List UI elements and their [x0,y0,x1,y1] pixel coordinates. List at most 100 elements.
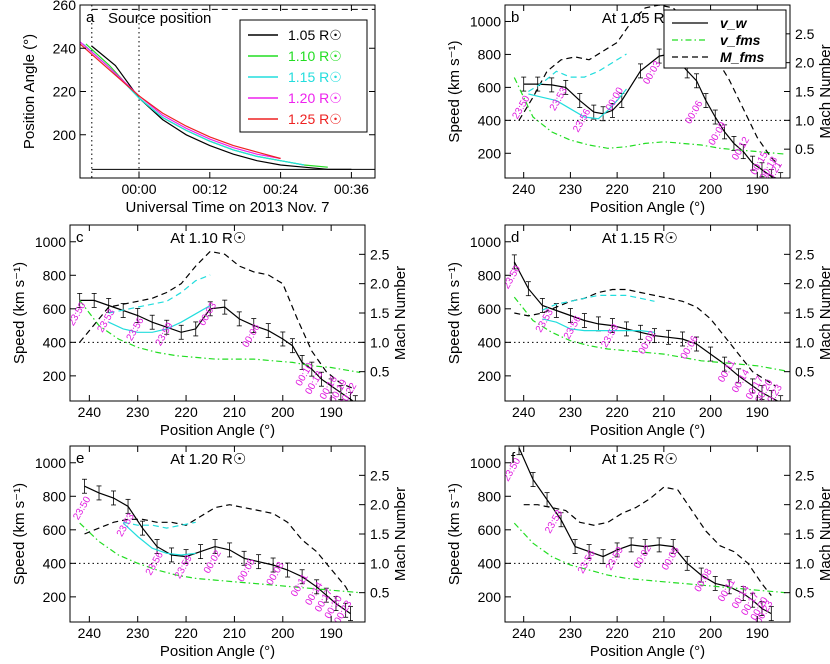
y2-tick-label: 1.0 [795,555,815,571]
y2-tick-label: 2.0 [795,276,815,292]
series-line-1 [122,522,196,556]
y2-tick-label: 1.0 [370,555,390,571]
y2-tick-label: 0.5 [795,585,815,601]
y2-tick-label: 1.0 [795,112,815,128]
y2-tick-label: 2.5 [370,467,390,483]
x-axis-label: Universal Time on 2013 Nov. 7 [126,199,330,216]
x-tick-label: 200 [699,404,723,420]
y2-tick-label: 1.5 [795,305,815,321]
y-axis-label: Speed (km s⁻¹) [11,483,28,585]
y2-tick-label: 2.5 [795,467,815,483]
y-tick-label: 400 [43,555,67,571]
y2-tick-label: 2.0 [795,497,815,513]
x-axis-label: Position Angle (°) [160,422,275,439]
time-label: 23:50 [501,263,523,291]
series-line-1 [542,318,655,333]
x-tick-label: 240 [78,625,102,641]
x-tick-label: 00:24 [263,181,298,197]
y-tick-label: 1000 [470,13,501,29]
x-tick-label: 230 [559,181,583,197]
y2-tick-label: 1.5 [370,305,390,321]
x-tick-label: 220 [605,625,629,641]
y-tick-label: 600 [478,522,502,538]
x-tick-label: 240 [512,181,536,197]
x-tick-label: 210 [223,625,247,641]
y-tick-label: 1000 [470,455,501,471]
panel-letter: b [511,9,519,26]
y2-tick-label: 2.0 [795,55,815,71]
x-tick-label: 200 [699,625,723,641]
x-tick-label: 240 [512,404,536,420]
series-line-4 [123,521,196,529]
series-line-4 [80,43,281,160]
y-tick-label: 220 [53,84,77,100]
time-label: 23:59 [599,322,621,350]
time-label: 00:06 [683,99,705,127]
legend-label: 1.05 R☉ [288,27,342,43]
y-tick-label: 260 [53,0,77,13]
y-tick-label: 800 [43,488,67,504]
panel-c: 23:50 23:53 23:56 23:5900:0300:0600:1000:13… [11,224,409,439]
x-tick-label: 200 [271,404,295,420]
y-tick-label: 600 [43,522,67,538]
time-label: 23:59 [154,320,176,348]
legend-label: 1.10 R☉ [288,48,342,64]
y-tick-label: 1000 [35,455,66,471]
x-tick-label: 190 [746,404,770,420]
x-tick-label: 00:36 [334,181,369,197]
series-line-2 [513,296,786,372]
series-line-3 [80,41,281,160]
time-label: 00:05 [236,557,258,585]
time-label: 00:02 [202,548,224,576]
y-tick-label: 200 [53,127,77,143]
legend-box [239,19,368,133]
series-line-3 [79,250,356,390]
y-axis-label: Speed (km s⁻¹) [446,483,463,585]
plot-area [80,5,375,178]
legend-label: M_fms [720,49,765,65]
y-tick-label: 400 [43,334,67,350]
y-tick-label: 200 [478,589,502,605]
legend-label: 1.15 R☉ [288,69,342,85]
legend-box [663,9,787,69]
legend-label: 1.20 R☉ [288,90,342,106]
x-axis-label: Position Angle (°) [590,199,705,216]
y-tick-label: 1000 [470,234,501,250]
panel-title: At 1.15 R☉ [602,230,678,247]
series-line-2 [79,522,361,594]
y2-tick-label: 1.5 [795,526,815,542]
panel-letter: c [76,229,84,246]
time-label: 23:53 [96,307,118,335]
series-line-1 [108,304,211,333]
y-tick-label: 200 [43,589,67,605]
x-tick-label: 190 [746,181,770,197]
y-tick-label: 600 [478,79,502,95]
x-tick-label: 240 [78,404,102,420]
plot-area: 23:50 23:5323:5600:0000:0300:0600:0900:12… [505,5,790,178]
time-label: 00:03 [641,59,663,87]
y-tick-label: 800 [478,46,502,62]
x-axis-label: Position Angle (°) [590,422,705,439]
y2-tick-label: 2.5 [370,246,390,262]
y-axis-label: Speed (km s⁻¹) [446,262,463,364]
y2-tick-label: 0.5 [795,364,815,380]
y-tick-label: 800 [478,267,502,283]
plot-area: 23:50 23:53 23:56 23:5900:0300:0600:1000:13… [70,250,365,401]
y2-axis-label: Mach Number [392,487,409,581]
panel-title: At 1.25 R☉ [602,451,678,468]
x-tick-label: 00:00 [121,181,156,197]
time-label: 00:05 [660,545,682,573]
panel-letter: d [511,229,519,246]
x-tick-label: 230 [559,404,583,420]
x-tick-label: 200 [271,625,295,641]
time-label: 00:06 [679,334,701,362]
panel-title: At 1.20 R☉ [170,451,246,468]
x-tick-label: 200 [699,181,723,197]
y-tick-label: 200 [43,368,67,384]
series-line-1 [528,88,627,120]
panel-letter: f [511,450,516,467]
